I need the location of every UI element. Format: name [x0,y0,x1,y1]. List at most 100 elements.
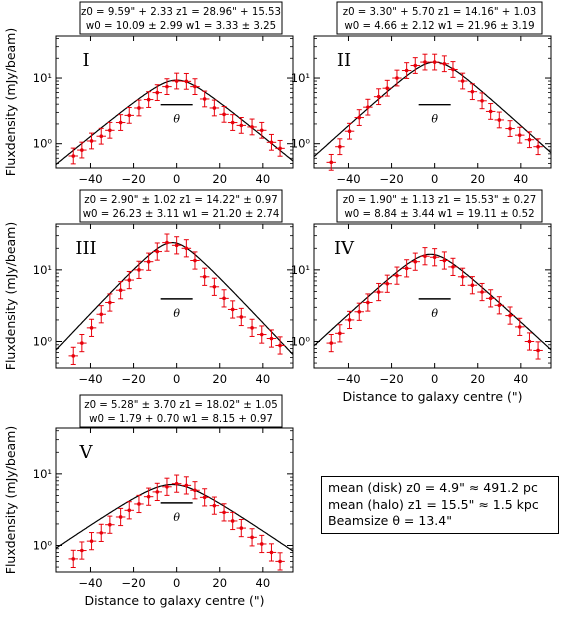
data-point [219,289,229,308]
x-tick-label: 40 [256,172,271,186]
data-point [124,501,134,520]
data-point [257,121,267,139]
data-point [152,482,163,501]
y-tick-label: 10¹ [33,263,52,277]
x-tick-label: 20 [470,172,485,186]
x-tick-label: −40 [336,172,360,186]
data-point [124,270,134,290]
data-point [477,92,487,110]
data-point [505,306,515,325]
point-marker [212,284,217,289]
param-line: z0 = 9.59" + 2.33 z1 = 28.96" + 15.53 [81,7,281,18]
point-marker [357,115,362,120]
point-marker [222,510,226,515]
y-tick-label: 10⁰ [33,538,53,552]
point-marker [432,255,437,260]
point-marker [347,318,352,322]
point-marker [108,300,112,305]
point-marker [451,265,455,269]
point-marker [212,106,217,110]
data-point [275,552,285,571]
point-marker [497,118,502,122]
x-tick-label: 20 [212,576,227,590]
point-marker [413,63,418,68]
param-line: w0 = 26.23 ± 3.11 w1 = 21.20 ± 2.74 [83,209,280,220]
data-point [257,325,267,344]
chart-panel-1: z0 = 9.59" + 2.33 z1 = 28.96" + 15.53 w0 … [3,1,294,186]
point-marker [174,481,179,486]
data-point [247,318,257,337]
data-point [115,281,126,300]
data-point [96,305,106,324]
point-marker [517,325,522,329]
point-marker [71,557,76,561]
data-point [134,494,144,514]
x-tick-label: 40 [514,372,529,386]
point-marker [480,290,484,294]
data-point [124,106,134,124]
x-tick-label: −20 [379,372,403,386]
y-tick-label: 10¹ [33,467,52,481]
point-marker [239,123,244,128]
data-point [420,247,430,266]
panel-label: I [82,50,89,71]
data-point [134,99,144,117]
param-line: w0 = 8.84 ± 3.44 w1 = 19.11 ± 0.52 [344,209,534,220]
point-marker [230,307,235,312]
x-tick-label: 0 [173,576,180,590]
point-marker [99,531,104,535]
model-curve [56,242,293,356]
data-point [77,541,87,560]
data-point [68,346,78,365]
point-marker [269,336,274,341]
panel-label: IV [334,238,355,259]
data-point [86,318,97,337]
data-point [524,131,535,149]
point-marker [451,67,455,72]
panel-label: II [337,50,351,71]
data-point [171,72,182,90]
x-tick-label: 40 [256,372,271,386]
point-marker [202,97,207,101]
data-point [382,79,392,97]
data-point [439,55,450,73]
param-line: z0 = 2.90" ± 1.02 z1 = 14.22" ± 0.97 [84,195,278,206]
point-marker [127,508,132,513]
data-point [448,61,458,78]
model-curve [314,61,551,158]
point-marker [155,249,160,254]
point-marker [385,281,390,286]
point-marker [347,129,352,134]
point-marker [497,303,502,308]
data-point [266,133,277,151]
plot-frame [313,223,552,369]
point-marker [230,120,235,125]
data-point [344,310,355,330]
data-point [86,532,97,551]
point-marker [146,259,151,264]
beam-label: θ [173,113,180,126]
x-tick-label: −20 [121,576,145,590]
point-marker [202,495,207,500]
point-marker [108,128,112,133]
point-marker [250,125,254,129]
data-point [335,138,345,156]
x-tick-label: 0 [431,372,438,386]
point-marker [259,332,264,337]
summary-beam: Beamsize θ = 13.4" [328,513,452,528]
data-point [494,296,505,315]
point-marker [432,60,437,64]
model-curve [314,253,551,351]
point-marker [423,60,427,64]
point-marker [99,312,104,317]
point-marker [71,154,76,158]
data-point [326,153,336,171]
point-marker [269,550,274,555]
data-point [171,236,182,255]
point-marker [137,268,141,272]
point-marker [413,259,418,264]
point-marker [127,113,132,118]
data-point [86,132,97,150]
data-point [227,511,238,531]
point-marker [174,243,179,248]
